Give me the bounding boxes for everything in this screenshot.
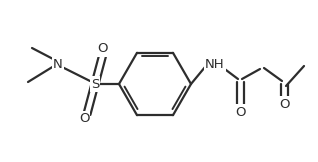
Text: O: O xyxy=(236,105,246,118)
Text: O: O xyxy=(79,112,89,126)
Text: S: S xyxy=(91,77,99,91)
Text: O: O xyxy=(98,42,108,56)
Text: O: O xyxy=(279,98,289,110)
Text: N: N xyxy=(53,58,63,70)
Text: NH: NH xyxy=(205,58,225,70)
